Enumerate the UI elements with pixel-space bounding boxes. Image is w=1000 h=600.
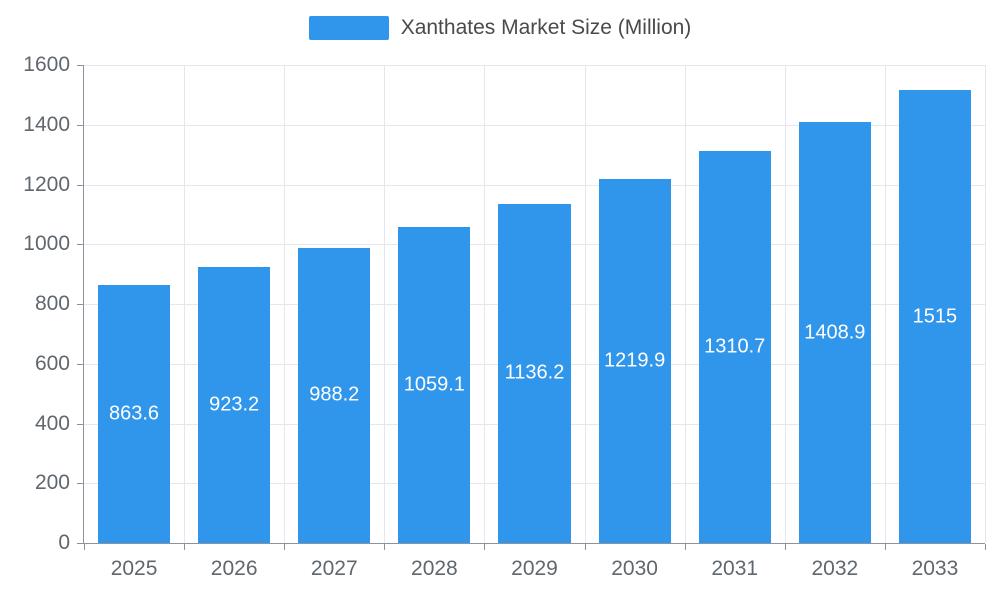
gridline-vertical [284, 65, 286, 543]
y-axis-tick [77, 65, 83, 66]
y-axis-tick-label: 1000 [23, 232, 70, 256]
x-axis-category-label: 2029 [511, 557, 558, 580]
y-axis-tick-label: 0 [58, 531, 70, 554]
x-axis-tick [985, 544, 986, 550]
bar-2033[interactable]: 1515 [898, 90, 971, 543]
gridline-vertical [584, 65, 586, 543]
gridline-vertical [884, 65, 886, 543]
x-axis-category-label: 2030 [611, 557, 658, 580]
y-axis-tick-label: 1600 [23, 53, 70, 76]
x-axis-tick [784, 544, 786, 550]
x-axis-tick [184, 544, 186, 550]
y-axis-tick [77, 304, 83, 305]
bar-2030[interactable]: 1219.9 [598, 178, 671, 543]
x-axis-tick [484, 544, 486, 550]
y-axis-tick [77, 423, 83, 425]
y-axis-tick [77, 483, 83, 485]
x-axis-line [83, 543, 985, 544]
y-axis-tick-label: 200 [34, 471, 70, 495]
y-axis-tick-label: 800 [34, 292, 70, 315]
y-axis-tick [77, 184, 83, 186]
x-axis-tick [384, 544, 386, 550]
x-axis-tick [84, 544, 85, 550]
x-axis-category-label: 2028 [411, 557, 458, 580]
y-axis-tick-label: 1200 [23, 172, 70, 196]
bar-2029[interactable]: 1136.2 [498, 203, 571, 543]
x-axis-tick [684, 544, 686, 550]
legend[interactable]: Xanthates Market Size (Million) [0, 16, 1000, 40]
x-axis-category-label: 2026 [210, 557, 258, 580]
y-axis-tick [77, 363, 83, 365]
y-axis-tick [77, 244, 83, 246]
legend-swatch-icon [308, 16, 389, 40]
bar-2031[interactable]: 1310.7 [698, 151, 771, 543]
gridline-vertical [784, 65, 786, 543]
gridline-vertical [384, 65, 386, 543]
gridline-horizontal [84, 124, 985, 126]
gridline-vertical [985, 65, 986, 543]
bar-2026[interactable]: 923.2 [198, 267, 271, 543]
y-axis-tick-label: 600 [34, 351, 70, 375]
bar-value-label: 1136.2 [504, 361, 565, 384]
bar-value-label: 1515 [912, 305, 958, 328]
plot-area: 0 200 400 600 800 1000 1200 1400 1600 863.6 2025 92… [23, 53, 986, 580]
x-axis-tick [584, 544, 586, 550]
bar-value-label: 1310.7 [704, 335, 766, 358]
bar-value-label: 1219.9 [604, 349, 666, 372]
x-axis-category-label: 2031 [711, 557, 759, 580]
bar-2025[interactable]: 863.6 [98, 285, 171, 543]
bar-value-label: 923.2 [209, 393, 260, 416]
y-axis-tick [77, 124, 83, 126]
bar-2028[interactable]: 1059.1 [398, 226, 471, 543]
bar-2027[interactable]: 988.2 [298, 247, 371, 543]
gridline-vertical [484, 65, 486, 543]
gridline-horizontal [84, 65, 985, 66]
y-axis-tick [77, 543, 83, 544]
gridline-vertical [684, 65, 686, 543]
x-axis-category-label: 2025 [110, 557, 158, 580]
gridline-horizontal [84, 184, 985, 186]
bar-value-label: 988.2 [309, 383, 360, 406]
y-axis-line [83, 65, 84, 543]
x-axis-category-label: 2033 [911, 557, 959, 580]
bar-value-label: 1408.9 [804, 321, 866, 344]
x-axis-category-label: 2027 [310, 557, 358, 580]
x-axis-tick [884, 544, 886, 550]
y-axis-tick-label: 1400 [23, 112, 70, 136]
gridline-vertical [184, 65, 186, 543]
x-axis-tick [284, 544, 286, 550]
legend-label: Xanthates Market Size (Million) [400, 16, 692, 39]
bar-2032[interactable]: 1408.9 [798, 122, 871, 543]
x-axis-category-label: 2032 [811, 557, 859, 580]
bar-value-label: 1059.1 [403, 373, 465, 396]
y-axis-tick-label: 400 [34, 411, 70, 435]
bar-value-label: 863.6 [109, 402, 160, 425]
